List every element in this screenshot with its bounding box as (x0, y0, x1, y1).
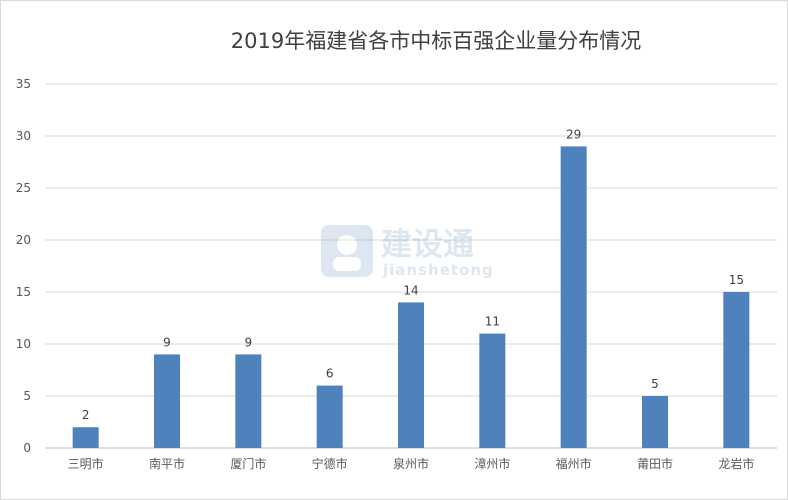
bar (479, 333, 506, 448)
y-tick-label: 20 (16, 233, 31, 247)
x-category-label: 莆田市 (637, 456, 673, 471)
x-category-label: 三明市 (68, 456, 104, 471)
bar (723, 292, 750, 448)
x-category-label: 厦门市 (230, 456, 266, 471)
y-tick-label: 30 (16, 129, 31, 143)
x-category-label: 南平市 (149, 456, 185, 471)
y-tick-label: 10 (16, 337, 31, 351)
bar (72, 427, 99, 448)
bars (72, 146, 750, 448)
data-label: 11 (485, 315, 500, 329)
x-axis-categories: 三明市 南平市 厦门市 宁德市 泉州市 漳州市 福州市 莆田市 龙岩市 (68, 456, 755, 471)
bar (316, 385, 343, 448)
y-axis-ticks: 0 5 10 15 20 25 30 35 (16, 77, 31, 455)
data-label: 14 (403, 283, 418, 297)
bar (642, 396, 668, 448)
x-category-label: 漳州市 (474, 456, 510, 471)
chart-title: 2019年福建省各市中标百强企业量分布情况 (230, 29, 642, 53)
bar (154, 354, 180, 448)
y-tick-label: 25 (16, 181, 31, 195)
y-tick-label: 35 (16, 77, 31, 91)
y-tick-label: 0 (23, 441, 31, 455)
data-label: 2 (82, 408, 90, 422)
data-label: 9 (245, 335, 253, 349)
data-label: 6 (326, 367, 334, 381)
y-tick-label: 5 (23, 389, 31, 403)
data-label: 15 (729, 273, 744, 287)
bar (398, 302, 424, 448)
data-label: 29 (566, 127, 581, 141)
data-label: 5 (651, 377, 659, 391)
x-category-label: 宁德市 (312, 456, 348, 471)
x-category-label: 福州市 (556, 456, 592, 471)
x-category-label: 泉州市 (393, 456, 429, 471)
bar (560, 146, 587, 448)
y-tick-label: 15 (16, 285, 31, 299)
x-category-label: 龙岩市 (718, 456, 754, 471)
bar (235, 354, 262, 448)
data-label: 9 (163, 335, 171, 349)
